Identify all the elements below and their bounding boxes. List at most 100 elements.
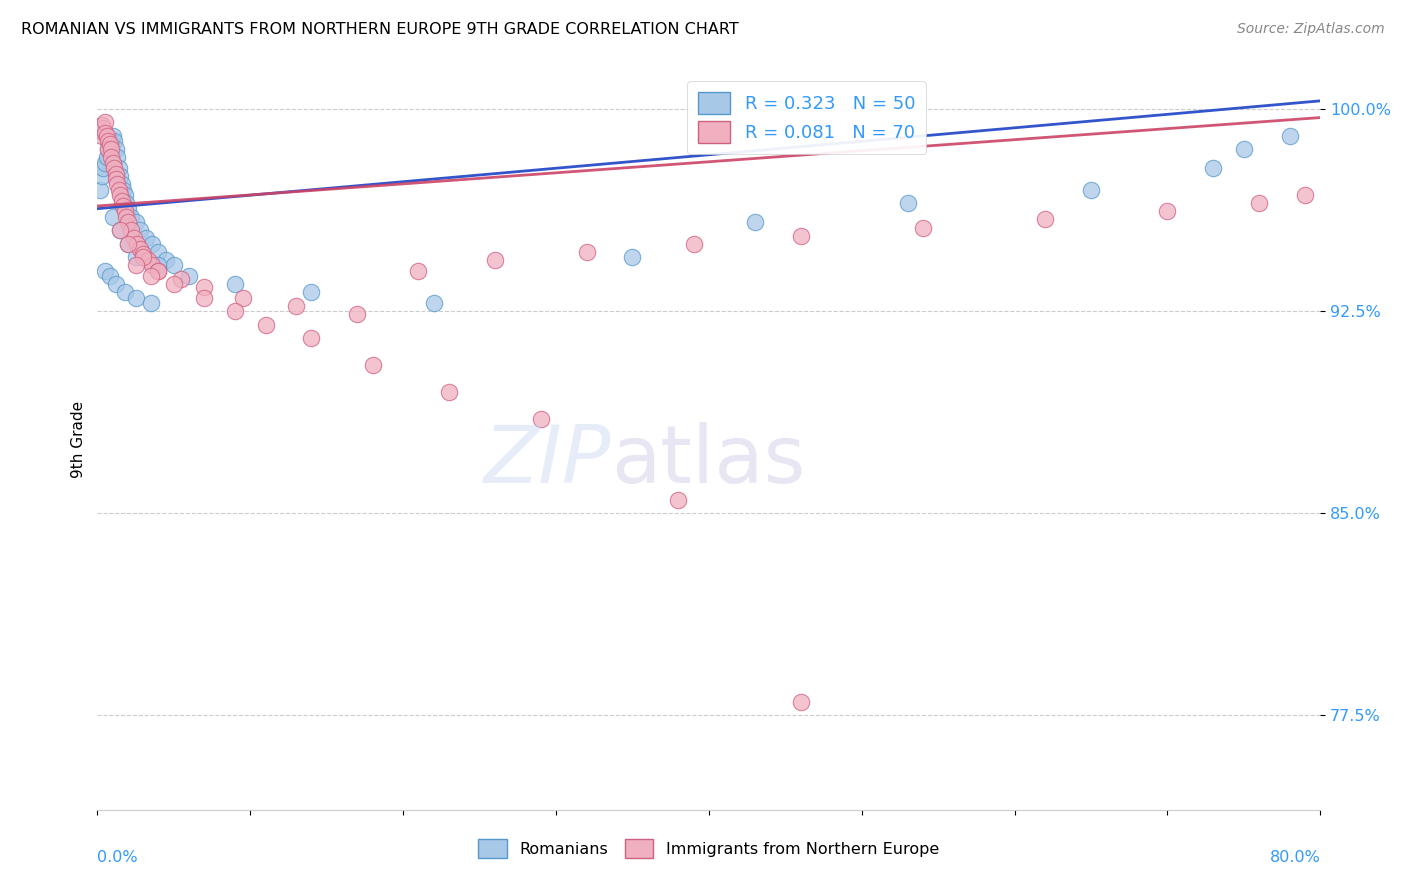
Point [94,156,117,170]
Point [789,228,811,243]
Point [114,285,136,300]
Point [299,331,322,345]
Text: atlas: atlas [612,422,806,500]
Point [124,215,146,229]
Point [100,151,122,165]
Point [148,263,170,277]
Point [110,223,132,237]
Text: 0.0%: 0.0% [97,850,138,865]
Point [104,142,127,156]
Point [96,128,118,143]
Point [530,412,553,426]
Point [124,250,146,264]
Point [254,318,277,332]
Point [1156,204,1178,219]
Point [120,210,142,224]
Point [232,291,254,305]
Point [139,268,162,283]
Point [163,277,186,292]
Point [101,156,124,170]
Point [100,134,122,148]
Point [155,252,177,267]
Point [1278,128,1301,143]
Text: ZIP: ZIP [484,422,612,500]
Text: Source: ZipAtlas.com: Source: ZipAtlas.com [1237,22,1385,37]
Y-axis label: 9th Grade: 9th Grade [72,401,86,478]
Point [1233,142,1256,156]
Point [103,161,125,176]
Point [98,268,121,283]
Point [141,236,163,251]
Point [148,244,170,259]
Point [408,263,430,277]
Point [117,215,139,229]
Point [107,161,129,176]
Point [124,258,146,272]
Point [98,136,121,151]
Point [789,695,811,709]
Point [148,258,170,272]
Point [163,258,186,272]
Legend: Romanians, Immigrants from Northern Europe: Romanians, Immigrants from Northern Euro… [472,832,946,864]
Point [193,291,215,305]
Point [299,285,322,300]
Point [575,244,598,259]
Point [114,204,136,219]
Point [104,277,127,292]
Point [437,384,460,399]
Point [104,167,127,181]
Point [346,307,368,321]
Point [101,128,124,143]
Point [141,258,163,272]
Point [91,128,114,143]
Point [224,304,246,318]
Point [129,223,152,237]
Point [100,142,122,156]
Point [177,268,200,283]
Point [107,183,129,197]
Point [94,263,117,277]
Point [666,492,689,507]
Point [139,296,162,310]
Point [115,210,138,224]
Point [97,142,120,156]
Point [127,236,149,251]
Point [112,199,135,213]
Point [91,169,114,184]
Point [422,296,444,310]
Point [110,169,132,184]
Point [911,220,934,235]
Point [89,123,111,137]
Point [135,231,157,245]
Point [110,223,132,237]
Point [98,136,121,151]
Point [112,183,135,197]
Point [129,242,152,256]
Point [1033,212,1056,227]
Point [148,263,170,277]
Point [101,210,124,224]
Point [122,231,145,245]
Point [94,126,117,140]
Point [132,247,155,261]
Point [124,291,146,305]
Point [103,134,125,148]
Point [97,142,120,156]
Point [105,151,128,165]
Point [896,196,918,211]
Point [285,299,308,313]
Point [120,223,142,237]
Point [224,277,246,292]
Point [91,118,114,132]
Point [361,358,384,372]
Point [132,250,155,264]
Point [111,194,134,208]
Point [621,250,644,264]
Point [96,151,118,165]
Point [1080,183,1102,197]
Point [193,280,215,294]
Point [105,178,128,192]
Point [682,236,704,251]
Point [136,252,159,267]
Point [117,236,139,251]
